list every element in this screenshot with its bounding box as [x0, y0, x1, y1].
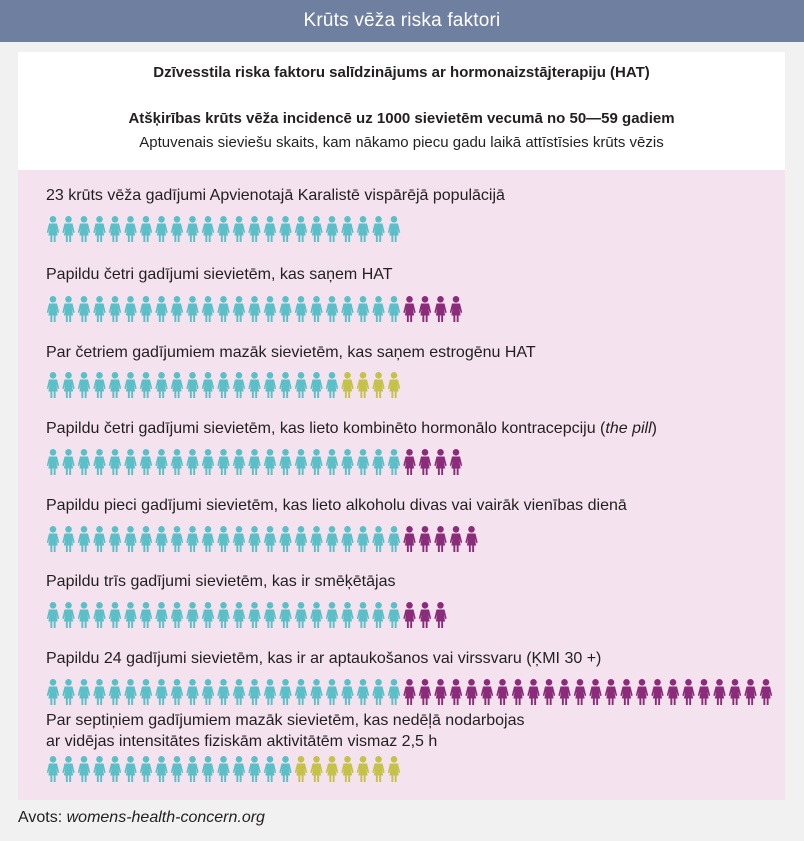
row-label-obesity: Papildu 24 gadījumi sievietēm, kas ir ar…	[46, 650, 602, 667]
title-bar: Krūts vēža riska faktori	[0, 0, 804, 42]
source-url: womens-health-concern.org	[66, 809, 265, 826]
subtitle-incidence: Atšķirības krūts vēža incidencē uz 1000 …	[128, 110, 675, 127]
source-prefix: Avots:	[18, 809, 67, 826]
row-label-contraception-pre: Papildu četri gadījumi sievietēm, kas li…	[46, 420, 606, 437]
row-label-alcohol: Papildu pieci gadījumi sievietēm, kas li…	[46, 497, 627, 514]
subtitle-description: Aptuvenais sieviešu skaits, kam nākamo p…	[139, 134, 664, 151]
chart-panel	[18, 170, 785, 800]
header-panel	[18, 52, 785, 170]
row-label-baseline: 23 krūts vēža gadījumi Apvienotajā Karal…	[46, 187, 505, 204]
row-label-estrogen-hrt: Par četriem gadījumiem mazāk sievietēm, …	[46, 344, 536, 361]
chart-title: Krūts vēža riska faktori	[303, 10, 501, 31]
row-label-hrt: Papildu četri gadījumi sievietēm, kas sa…	[46, 266, 393, 283]
row-label-activity-line2: ar vidējas intensitātes fiziskām aktivit…	[46, 733, 438, 750]
row-label-contraception-italic: the pill	[605, 420, 652, 437]
row-label-contraception: Papildu četri gadījumi sievietēm, kas li…	[46, 420, 657, 438]
row-label-activity-line1: Par septiņiem gadījumiem mazāk sievietēm…	[46, 712, 525, 729]
subtitle-comparison: Dzīvesstila riska faktoru salīdzinājums …	[153, 64, 650, 81]
row-label-contraception-post: )	[651, 420, 657, 437]
source-credit: Avots: womens-health-concern.org	[18, 809, 265, 827]
row-label-smoking: Papildu trīs gadījumi sievietēm, kas ir …	[46, 573, 396, 590]
